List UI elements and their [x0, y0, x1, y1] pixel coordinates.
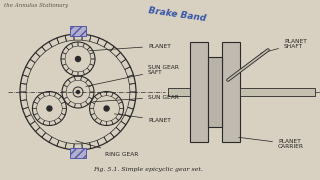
Text: Brake Band: Brake Band	[148, 6, 207, 23]
Circle shape	[76, 91, 79, 93]
Text: SUN GEAR
SAFT: SUN GEAR SAFT	[86, 65, 179, 86]
Bar	[222, 42, 240, 142]
Bar	[70, 148, 86, 158]
Bar	[190, 42, 208, 142]
Text: RING GEAR: RING GEAR	[76, 141, 138, 156]
Bar	[70, 26, 86, 36]
Bar	[208, 57, 222, 127]
Bar	[168, 88, 190, 96]
Text: Fig. 5.1. Simple epicyclic gear set.: Fig. 5.1. Simple epicyclic gear set.	[93, 167, 203, 172]
Circle shape	[104, 106, 109, 111]
Circle shape	[47, 106, 52, 111]
Text: PLANET
SHAFT: PLANET SHAFT	[261, 39, 307, 53]
Bar	[240, 88, 315, 96]
Text: PLANET: PLANET	[114, 114, 171, 123]
Text: the Annulus Stationary: the Annulus Stationary	[4, 3, 68, 8]
Text: PLANET
CARRIER: PLANET CARRIER	[239, 137, 304, 149]
Text: PLANET: PLANET	[89, 44, 171, 51]
Text: SUN GEAR: SUN GEAR	[93, 94, 179, 102]
Circle shape	[76, 57, 81, 62]
